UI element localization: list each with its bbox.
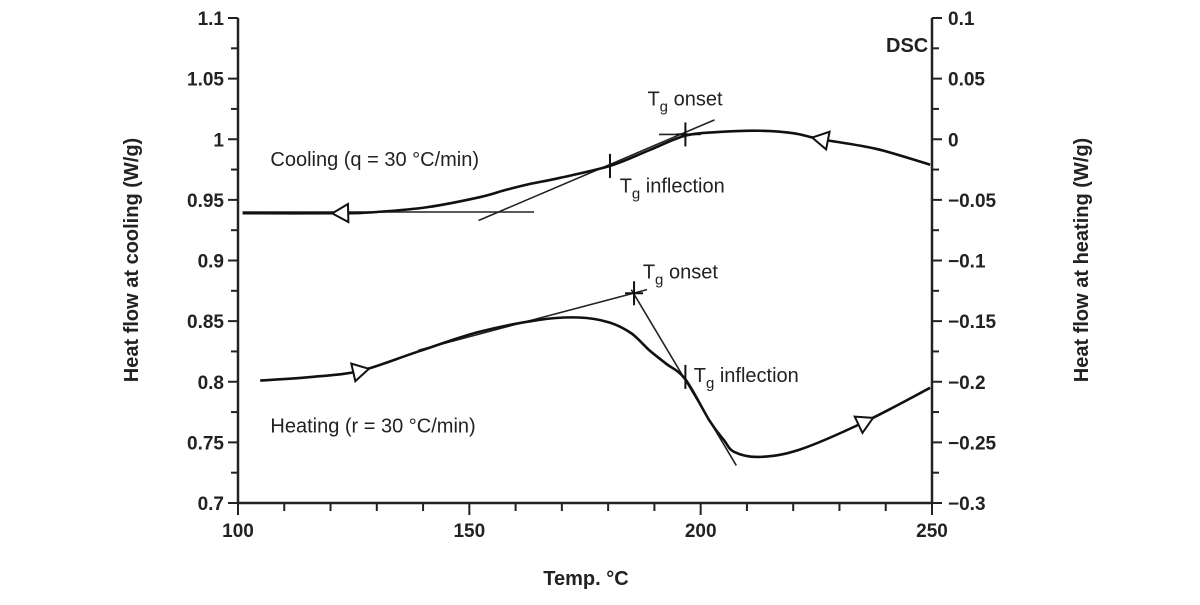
y-left-tick-label: 0.95 (187, 191, 224, 212)
y-left-tick-label: 1.1 (198, 9, 225, 30)
y-left-tick-label: 0.85 (187, 312, 224, 333)
heating-curve (260, 316, 931, 459)
chart-title: DSC (886, 35, 928, 57)
direction-arrow-icon (349, 362, 371, 384)
y-left-tick-label: 0.75 (187, 433, 224, 454)
annotation-label: Heating (r = 30 °C/min) (270, 416, 475, 438)
x-tick-label: 150 (453, 521, 485, 542)
chart-marks: Cooling (q = 30 °C/min) Heating (r = 30 °… (242, 88, 931, 466)
y-left-tick-label: 1 (213, 130, 224, 151)
y-left-tick-label: 1.05 (187, 70, 224, 91)
y-left-tick-label: 0.7 (198, 494, 224, 515)
annotation-label: Cooling (q = 30 °C/min) (270, 149, 479, 171)
annotation-label: Tg inflection (694, 365, 799, 392)
y-right-tick-label: −0.1 (948, 252, 986, 273)
y-left-tick-label: 0.9 (198, 252, 224, 273)
y-right-tick-label: 0 (948, 130, 959, 151)
y-right-tick-label: 0.1 (948, 9, 975, 30)
y-right-tick-label: −0.2 (948, 373, 986, 394)
direction-arrow-icon (810, 130, 831, 152)
y-right-tick-label: −0.05 (948, 191, 997, 212)
x-tick-label: 250 (916, 521, 948, 542)
annotation-label: Tg inflection (620, 176, 725, 203)
direction-arrow-icon (330, 202, 350, 224)
x-axis-label: Temp. °C (543, 568, 628, 590)
x-tick-label: 100 (222, 521, 254, 542)
annotation-label: Tg onset (643, 262, 718, 289)
y-left-tick-label: 0.8 (198, 373, 224, 394)
axes: 100 150 200 250 0.7 0.75 0.8 0.85 0.9 0.95 1 1.05 1.… (187, 9, 996, 542)
y-axis-left-label: Heat flow at cooling (W/g) (121, 138, 143, 382)
direction-arrow-icon (853, 415, 875, 435)
x-tick-label: 200 (685, 521, 717, 542)
y-right-tick-label: 0.05 (948, 70, 985, 91)
y-right-tick-label: −0.15 (948, 312, 997, 333)
y-right-tick-label: −0.3 (948, 494, 986, 515)
y-right-tick-label: −0.25 (948, 433, 997, 454)
y-axis-right-label: Heat flow at heating (W/g) (1071, 138, 1093, 382)
annotation-label: Tg onset (647, 88, 722, 115)
